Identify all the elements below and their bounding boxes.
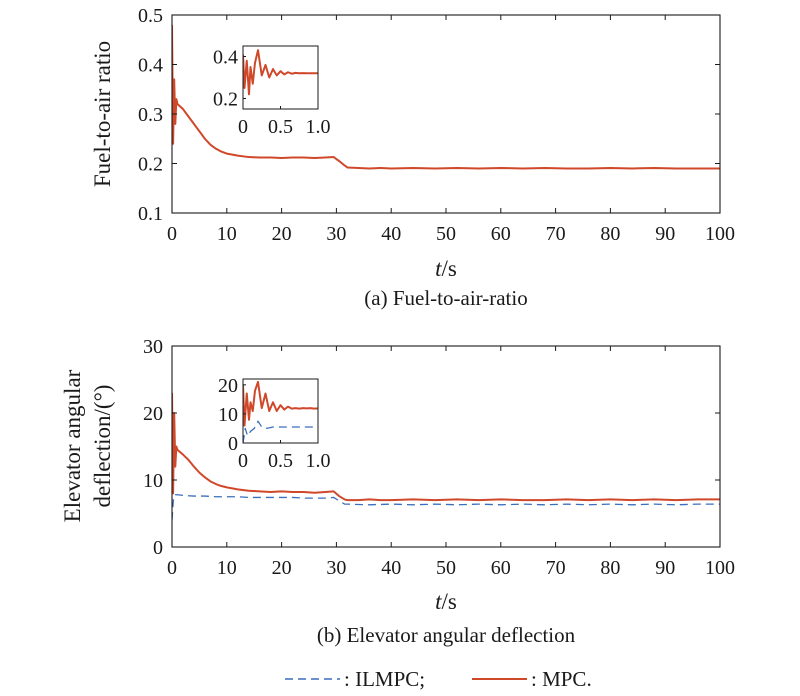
panel-a-x-tick-label: 50: [436, 223, 456, 245]
panel-a-x-tick-label: 10: [217, 223, 237, 245]
panel-b-x-tick-label: 10: [217, 557, 237, 579]
panel-a-y-tick-label: 0.5: [138, 5, 163, 27]
panel-a-x-tick-label: 70: [546, 223, 566, 245]
panel-b-mpc-line: [172, 392, 720, 502]
panel-b-inset-y-tick-label: 0: [228, 433, 238, 455]
panel-b-inset-ilmpc-line: [243, 420, 318, 443]
panel-b-x-tick-label: 60: [491, 557, 511, 579]
panel-a-x-tick-label: 80: [600, 223, 620, 245]
panel-a-x-tick-label: 20: [272, 223, 292, 245]
panel-b-x-ticks: 0 10 20 30 40 50 60 70 80 90 100: [167, 346, 735, 579]
panel-a-x-tick-label: 60: [491, 223, 511, 245]
panel-b-y-ticks: 0 10 20 30: [143, 336, 720, 559]
panel-a-x-axis-label: t/s: [435, 256, 457, 281]
panel-b-x-tick-label: 20: [272, 557, 292, 579]
panel-b-inset-ticks: 0 0.5 1.0 0 10 20: [218, 375, 331, 472]
panel-b-y-tick-label: 20: [143, 403, 163, 425]
panel-b-y-axis-label-line2: deflection/(°): [90, 385, 115, 508]
panel-b-inset: 0 0.5 1.0 0 10 20: [218, 375, 331, 472]
panel-a-y-tick-label: 0.1: [138, 203, 163, 225]
panel-b-x-tick-label: 80: [600, 557, 620, 579]
panel-b-inset-bg: [243, 379, 318, 443]
panel-a-inset-ticks: 0 0.5 1.0 0.2 0.4: [213, 47, 331, 139]
panel-b-x-tick-label: 0: [167, 557, 177, 579]
panel-b-inset-plot: [243, 380, 318, 443]
panel-a: 0 10 20 30 40 50 60 70 80 90 100 0.1 0.2 0.3 0.4 0.5 F…: [90, 5, 735, 310]
legend-ilmpc-label: : ILMPC;: [344, 667, 425, 691]
panel-a-y-axis-label: Fuel-to-air ratio: [90, 41, 115, 187]
panel-b-x-tick-label: 90: [655, 557, 675, 579]
panel-a-inset-x-tick-label: 0: [238, 116, 248, 138]
panel-a-inset-y-tick-label: 0.2: [213, 89, 238, 111]
panel-a-y-tick-label: 0.4: [138, 55, 163, 77]
panel-b-x-axis-label: t/s: [435, 589, 457, 614]
panel-b-y-axis-label-line1: Elevator angular: [60, 369, 85, 522]
panel-b-inset-y-tick-label: 10: [218, 404, 238, 426]
panel-b-caption: (b) Elevator angular deflection: [317, 623, 576, 647]
panel-b-inset-mpc-line: [243, 380, 318, 427]
panel-b-inset-x-tick-label: 0.5: [268, 450, 293, 472]
panel-b-y-tick-label: 30: [143, 336, 163, 358]
panel-a-plot: [172, 24, 720, 170]
panel-b-inset-x-tick-label: 0: [238, 450, 248, 472]
panel-a-inset-x-tick-label: 0.5: [268, 116, 293, 138]
panel-b-ilmpc-line: [172, 494, 720, 521]
panel-a-axes-frame: [171, 14, 721, 214]
panel-a-y-tick-label: 0.2: [138, 154, 163, 176]
panel-b-plot: [172, 392, 720, 521]
panel-a-inset-mpc-line: [243, 49, 318, 96]
panel-a-x-tick-label: 100: [705, 223, 735, 245]
panel-b-x-tick-label: 40: [381, 557, 401, 579]
panel-a-inset: 0 0.5 1.0 0.2 0.4: [213, 45, 331, 139]
panel-a-inset-plot: [243, 49, 318, 96]
panel-a-x-tick-label: 40: [381, 223, 401, 245]
panel-b-inset-x-tick-label: 1.0: [306, 450, 331, 472]
panel-b-inset-y-tick-label: 20: [218, 375, 238, 397]
panel-b-x-tick-label: 50: [436, 557, 456, 579]
panel-a-caption: (a) Fuel-to-air-ratio: [364, 286, 527, 310]
panel-a-x-tick-label: 30: [326, 223, 346, 245]
panel-b-x-tick-label: 100: [705, 557, 735, 579]
panel-a-mpc-line: [172, 24, 720, 170]
panel-b-x-tick-label: 70: [546, 557, 566, 579]
panel-b-y-tick-label: 10: [143, 470, 163, 492]
panel-a-inset-y-tick-label: 0.4: [213, 47, 238, 69]
panel-a-x-tick-label: 90: [655, 223, 675, 245]
panel-a-inset-x-tick-label: 1.0: [306, 116, 331, 138]
panel-b-x-tick-label: 30: [326, 557, 346, 579]
panel-a-y-tick-label: 0.3: [138, 104, 163, 126]
panel-a-y-ticks: 0.1 0.2 0.3 0.4 0.5: [138, 5, 720, 225]
panel-a-x-tick-label: 0: [167, 223, 177, 245]
panel-a-x-ticks: 0 10 20 30 40 50 60 70 80 90 100: [167, 15, 735, 245]
panel-b-axes-frame: [171, 345, 721, 548]
legend-mpc-label: : MPC.: [531, 667, 592, 691]
panel-b-y-tick-label: 0: [153, 537, 163, 559]
legend: : ILMPC; : MPC.: [285, 667, 592, 691]
